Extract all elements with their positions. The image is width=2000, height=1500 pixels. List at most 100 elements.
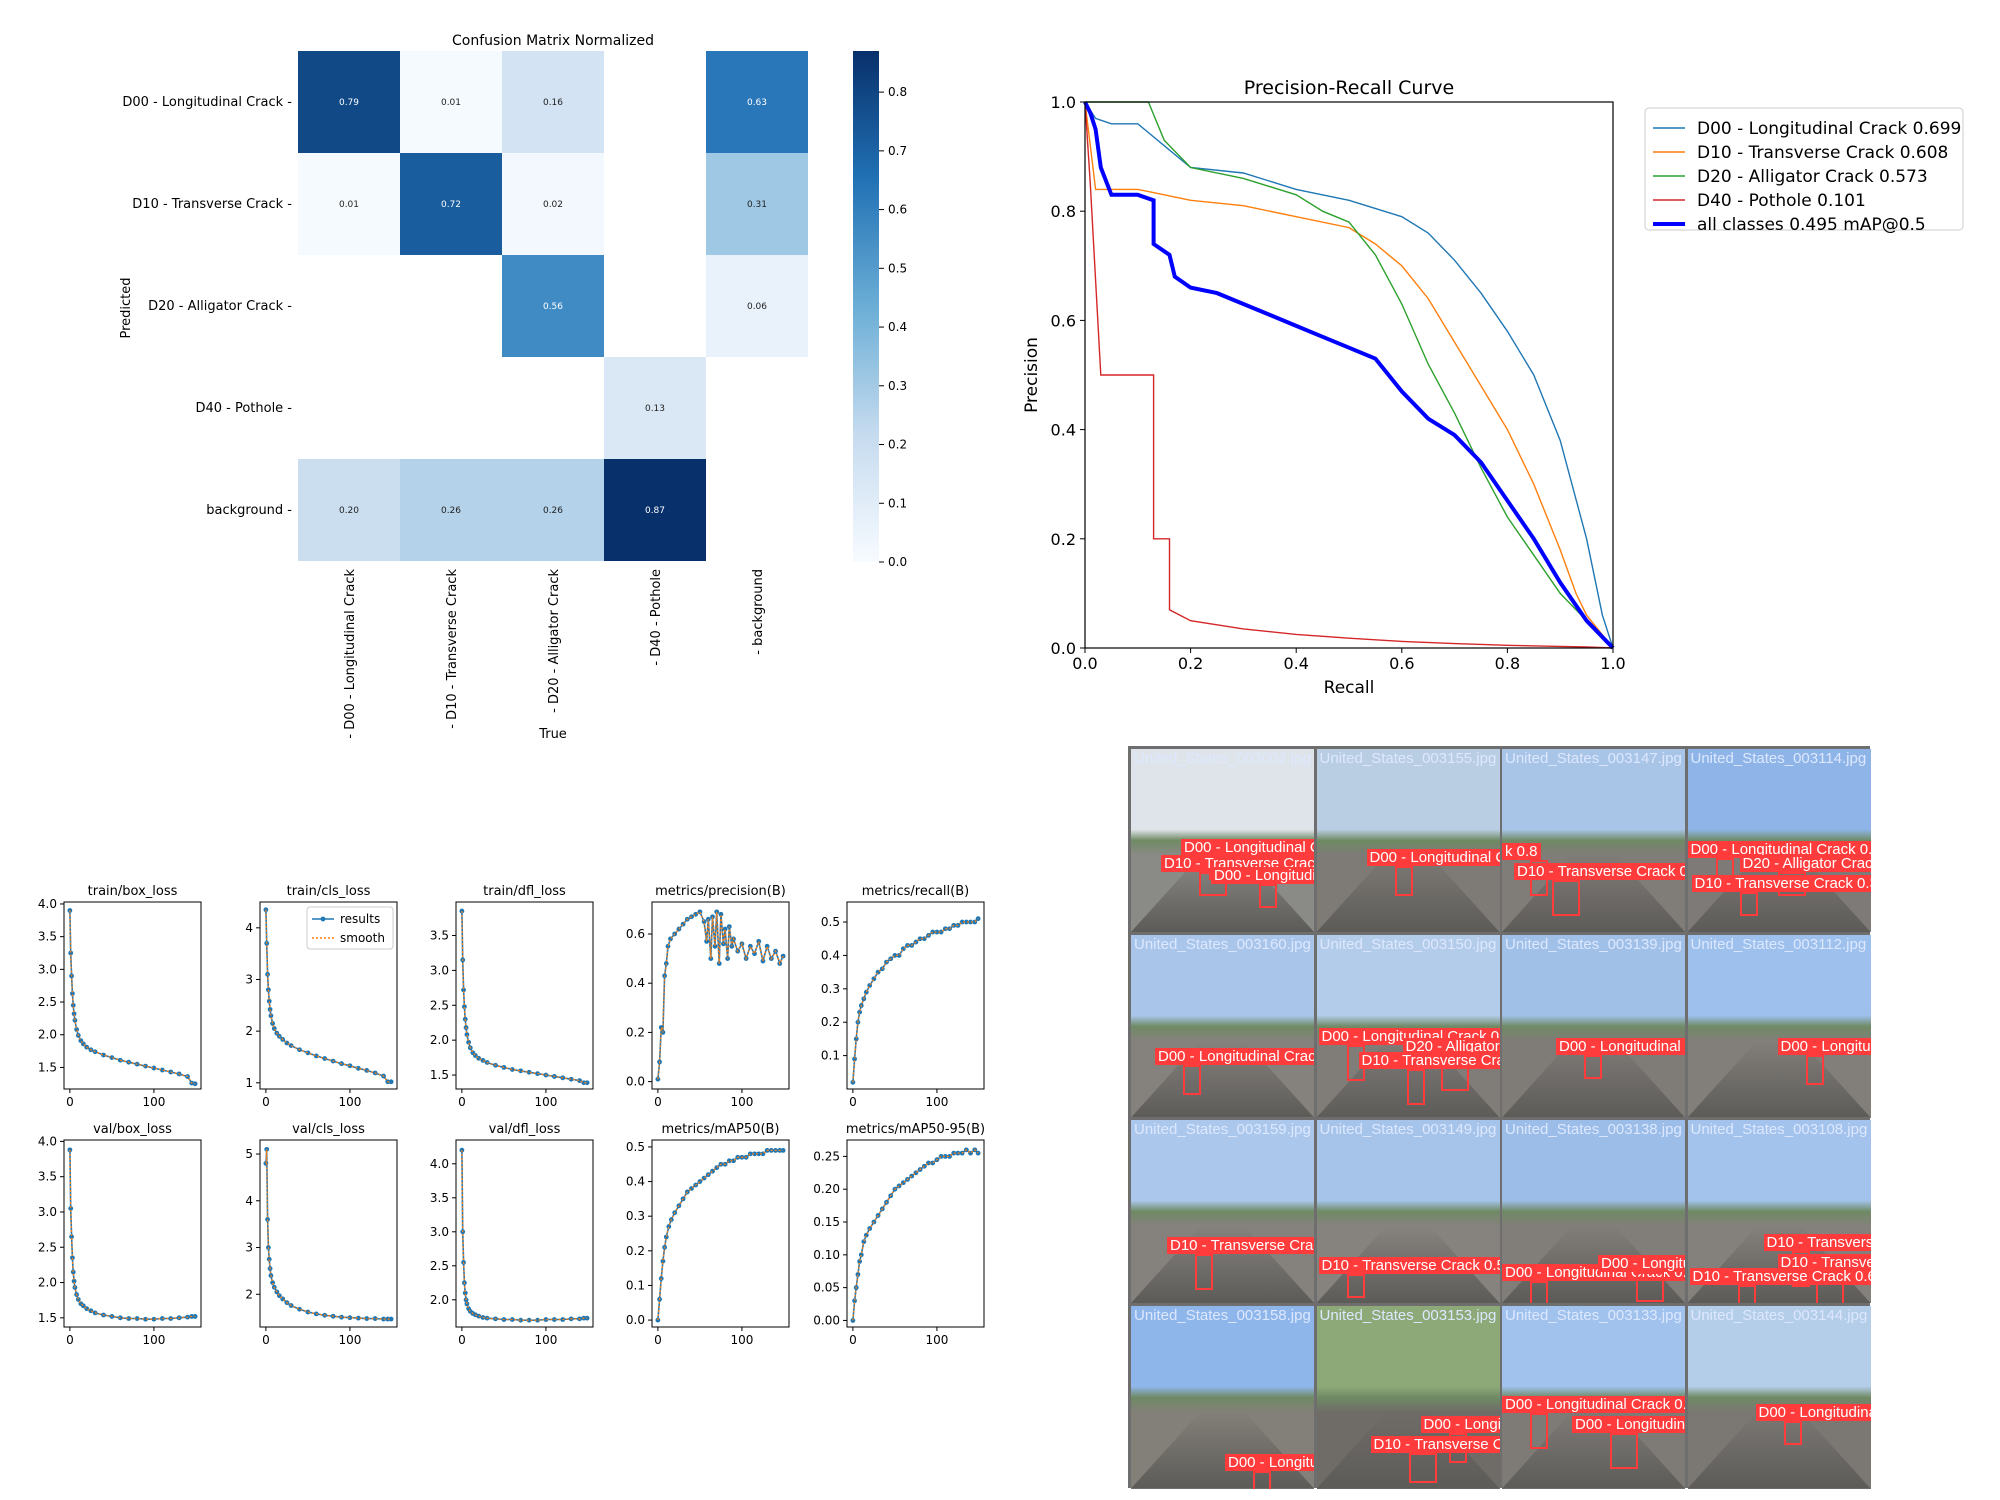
- metric-ytick-label: 3: [245, 1241, 253, 1255]
- cm-cell-value: 0.01: [339, 200, 359, 210]
- metric-xtick-label: 0: [458, 1333, 466, 1347]
- detection-label: D10 - Transverse Crack 0.7: [1167, 1237, 1314, 1254]
- metric-point: [364, 1068, 370, 1073]
- metric-point: [266, 1256, 272, 1262]
- detection-box: [1552, 880, 1580, 916]
- metric-panel-title: train/dfl_loss: [483, 884, 566, 899]
- metric-ytick-label: 0.15: [813, 1215, 840, 1229]
- metric-smooth-line: [69, 910, 196, 1085]
- metric-panel-frame: [63, 901, 202, 1090]
- metric-panel: val/box_loss 0 100 1.5 2.0 2.5 3.0 3.5 4.0: [38, 1122, 202, 1347]
- metric-point: [930, 929, 936, 935]
- pr-series-line: [1084, 101, 1614, 649]
- metric-point: [462, 1290, 468, 1296]
- cm-cell: [502, 51, 604, 153]
- metric-ytick-label: 2.5: [38, 995, 57, 1009]
- metric-ytick-label: 0.6: [626, 927, 645, 941]
- detection-image-tile: United_States_003144.jpg D00 - Longitudin…: [1687, 1305, 1871, 1489]
- metric-smooth-line: [657, 1149, 784, 1321]
- pr-xlabel: Recall: [1324, 678, 1375, 698]
- metric-xtick-label: 100: [534, 1333, 557, 1347]
- metric-point: [464, 1032, 470, 1037]
- cm-cell: [706, 51, 808, 153]
- metric-point: [850, 1079, 856, 1085]
- metric-xtick-label: 0: [654, 1095, 662, 1109]
- cm-row-label: D00 - Longitudinal Crack -: [122, 95, 292, 110]
- metric-ytick-label: 0.4: [821, 948, 840, 962]
- pr-plot-frame: [1084, 101, 1614, 649]
- detection-label: D00 - Longitudinal Crack 0.3: [1211, 867, 1314, 884]
- detection-label: D20 - Alligator Crack: [1739, 855, 1871, 872]
- metric-point: [71, 1278, 77, 1284]
- cm-cell: [706, 255, 808, 357]
- metric-ytick-label: 2.0: [430, 1293, 449, 1307]
- metric-xtick-label: 0: [654, 1333, 662, 1347]
- pr-ylabel: Precision: [1022, 337, 1042, 413]
- metric-smooth-line: [265, 1149, 392, 1320]
- metric-point: [388, 1316, 394, 1322]
- image-filename: United_States_003155.jpg: [1319, 750, 1497, 767]
- pr-ytick-label: 0.6: [1051, 311, 1076, 330]
- cm-row-label: background -: [206, 503, 292, 518]
- metric-xtick-label: 0: [262, 1333, 270, 1347]
- pr-ytick-label: 1.0: [1051, 93, 1076, 112]
- metric-ytick-label: 1.5: [38, 1060, 57, 1074]
- metric-point: [459, 1147, 465, 1153]
- metric-point: [347, 1063, 353, 1069]
- detection-label: D00 - Longitudinal Crack 0.5: [1181, 839, 1314, 856]
- cm-cell: [400, 153, 502, 255]
- cm-cell-value: 0.06: [747, 302, 767, 312]
- pr-title: Precision-Recall Curve: [1244, 77, 1454, 99]
- image-filename: United_States_003147.jpg: [1505, 750, 1682, 767]
- detection-box: [1584, 1054, 1602, 1079]
- metric-smooth-line: [852, 918, 979, 1083]
- metric-point: [68, 950, 74, 956]
- confusion-matrix-cells: 0.79 0.01 0.16 0.63 0.01 0.72 0.02 0.31 0.56 0.06…: [298, 51, 808, 561]
- metric-point: [663, 961, 669, 966]
- cm-cell-value: 0.16: [543, 98, 563, 108]
- metric-point: [861, 1239, 867, 1245]
- metric-ytick-label: 0.0: [626, 1075, 645, 1089]
- metric-point: [388, 1079, 394, 1085]
- metric-point: [975, 916, 981, 922]
- metric-ytick-label: 0.3: [626, 1209, 645, 1223]
- metric-smooth-line: [852, 1148, 979, 1321]
- detection-box: [1783, 1420, 1802, 1445]
- metric-point: [968, 919, 973, 925]
- pr-ytick-label: 0.0: [1051, 639, 1076, 658]
- metric-ytick-label: 0.4: [626, 976, 645, 990]
- metric-point: [143, 1316, 148, 1322]
- metric-panel-frame: [846, 1139, 985, 1328]
- metric-xtick-label: 100: [534, 1095, 557, 1109]
- metric-point: [509, 1067, 515, 1072]
- metric-point: [850, 1318, 856, 1323]
- pr-xtick-label: 0.4: [1283, 654, 1308, 673]
- metric-point: [268, 1013, 274, 1019]
- metric-point: [942, 926, 948, 932]
- pr-curve-chart: Precision-Recall Curve 0.0 0.2 0.4 0.6 0.8 1.0…: [1022, 77, 1964, 698]
- detection-box: [1610, 1432, 1638, 1469]
- road-surface: [1131, 1411, 1314, 1489]
- metric-panel: val/cls_loss 0 100 2 3 4 5: [245, 1122, 398, 1347]
- colorbar-tick-label: 0.7: [888, 144, 907, 158]
- confusion-matrix-chart: Confusion Matrix Normalized 0.79 0.01 0.16…: [119, 33, 907, 742]
- colorbar-ticks: 0.0 0.1 0.2 0.3 0.4 0.5 0.6 0.7 0.8: [879, 85, 907, 569]
- image-filename: United_States_003133.jpg: [1505, 1306, 1682, 1324]
- colorbar-tick-label: 0.0: [888, 555, 907, 569]
- cm-column-label: - D00 - Longitudinal Crack: [343, 569, 358, 739]
- cm-cell: [298, 51, 400, 153]
- detection-label: D00 - Longitudinal: [1777, 1037, 1871, 1055]
- metric-ytick-label: 0.2: [821, 1015, 840, 1029]
- metric-ytick-label: 0.3: [821, 982, 840, 996]
- pr-legend-label: D20 - Alligator Crack 0.573: [1697, 167, 1928, 187]
- metric-ytick-label: 0.2: [626, 1244, 645, 1258]
- metric-smooth-line: [69, 1149, 196, 1320]
- legend-results-label: results: [340, 912, 380, 926]
- metric-ytick-label: 1.5: [430, 1068, 449, 1082]
- image-filename: United_States_003150.jpg: [1319, 935, 1497, 953]
- metric-xtick-label: 0: [66, 1333, 74, 1347]
- metric-point: [480, 1057, 486, 1063]
- metric-point: [459, 908, 465, 914]
- metric-panel-frame: [259, 901, 398, 1090]
- metric-panel-title: val/cls_loss: [292, 1122, 365, 1137]
